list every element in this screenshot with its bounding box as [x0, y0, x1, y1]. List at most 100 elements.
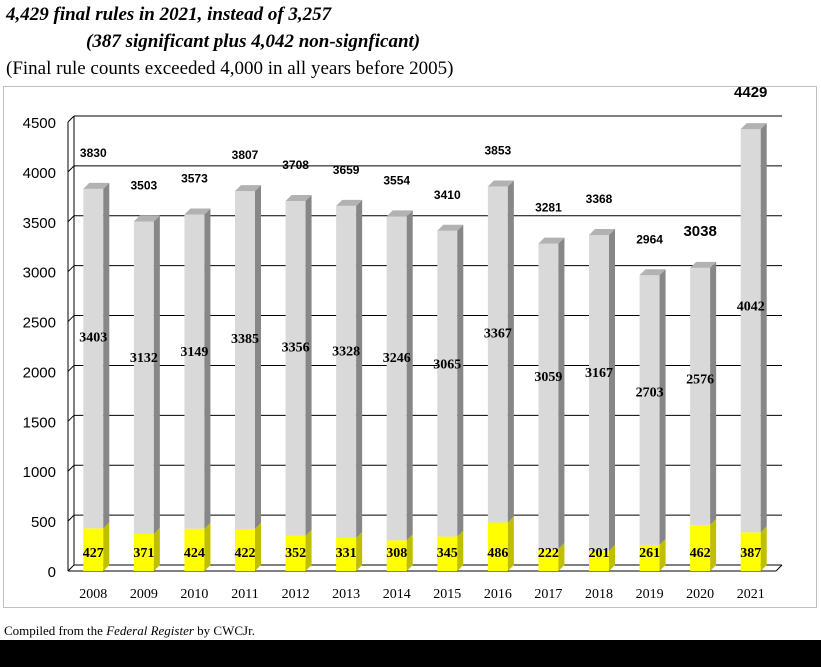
- data-label-significant: 222: [538, 546, 559, 561]
- data-label-non-significant: 3149: [180, 345, 208, 360]
- bar-significant-side: [204, 522, 211, 571]
- data-label-total: 3807: [232, 148, 259, 162]
- bar-top-face: [184, 208, 211, 215]
- data-label-significant: 345: [437, 546, 458, 561]
- bar-significant: [487, 522, 508, 571]
- y-tick-label: 2500: [23, 315, 56, 332]
- bar-top-face: [83, 182, 110, 189]
- stacked-bar-chart: 0 500 1000 1500 2000 2500 3000 3500 4000 4500 427 3…: [23, 87, 783, 602]
- bar-top-face: [639, 269, 666, 276]
- data-label-total: 3573: [181, 171, 208, 185]
- data-label-significant: 387: [740, 546, 761, 561]
- bar-top-face: [386, 210, 413, 217]
- data-label-significant: 462: [690, 546, 711, 561]
- bar-non-significant: [336, 205, 357, 538]
- bar-non-significant: [487, 186, 508, 523]
- bar-top-face: [437, 224, 464, 231]
- y-tick-label: 4000: [23, 165, 56, 182]
- x-tick-label: 2009: [130, 587, 158, 602]
- data-label-non-significant: 3367: [484, 327, 512, 342]
- data-label-significant: 352: [285, 546, 306, 561]
- gridline-side: [67, 564, 75, 572]
- x-tick-label: 2011: [231, 587, 258, 602]
- y-tick-label: 500: [31, 514, 56, 531]
- bar-top-face: [235, 185, 261, 192]
- x-tick-label: 2013: [332, 587, 360, 602]
- data-label-significant: 261: [639, 546, 660, 561]
- x-tick-label: 2008: [79, 587, 107, 602]
- bar-non-significant-side: [710, 261, 717, 525]
- bar-top-face: [538, 237, 565, 244]
- bar-significant: [589, 550, 609, 571]
- bar-significant-side: [153, 527, 160, 571]
- bar-non-significant-side: [760, 123, 767, 533]
- data-label-total: 3038: [683, 223, 716, 240]
- data-label-total: 3708: [282, 158, 309, 172]
- bar-non-significant-side: [558, 237, 565, 549]
- bar-significant: [83, 528, 104, 571]
- data-label-significant: 424: [184, 546, 205, 561]
- x-tick-label: 2016: [484, 587, 512, 602]
- bar-non-significant: [589, 234, 609, 551]
- source-prefix: Compiled from the: [4, 623, 107, 638]
- chart-frame: 0 500 1000 1500 2000 2500 3000 3500 4000 4500 427 3…: [3, 86, 817, 608]
- bar-significant-side: [710, 518, 717, 571]
- bar-significant-side: [305, 529, 312, 571]
- bar-non-significant: [235, 191, 255, 529]
- bar-non-significant: [83, 188, 104, 529]
- bar-non-significant: [690, 267, 711, 525]
- data-label-non-significant: 3385: [231, 332, 259, 347]
- x-axis-end: [775, 564, 783, 572]
- y-tick-label: 3500: [23, 215, 56, 232]
- bar-significant-side: [507, 516, 514, 571]
- data-label-non-significant: 3246: [383, 351, 411, 366]
- chart-title-line2: (387 significant plus 4,042 non-signfica…: [86, 31, 421, 52]
- data-label-total: 3853: [485, 144, 512, 158]
- bar-non-significant-side: [356, 199, 363, 538]
- bar-non-significant-side: [204, 208, 211, 529]
- data-label-non-significant: 2703: [636, 386, 664, 401]
- bar-significant: [184, 528, 205, 571]
- bar-significant-side: [103, 522, 110, 571]
- data-label-significant: 371: [133, 546, 154, 561]
- bar-non-significant-side: [255, 185, 261, 529]
- data-label-total: 3659: [333, 163, 360, 177]
- bar-significant: [538, 548, 559, 571]
- bar-non-significant-side: [103, 182, 110, 529]
- data-label-non-significant: 4042: [737, 300, 765, 315]
- gridline-side: [67, 464, 75, 472]
- gridline-side: [67, 365, 75, 372]
- bar-top-face: [285, 195, 312, 202]
- bar-significant: [639, 544, 660, 571]
- bar-non-significant: [538, 243, 559, 549]
- bar-non-significant-side: [507, 180, 514, 523]
- y-tick-label: 3000: [23, 265, 56, 282]
- bar-non-significant: [386, 216, 407, 541]
- chart-title-line1: 4,429 final rules in 2021, instead of 3,…: [6, 4, 332, 25]
- gridline-side: [67, 265, 75, 273]
- data-label-significant: 486: [487, 546, 508, 561]
- y-tick-label: 2000: [23, 364, 56, 381]
- data-label-non-significant: 3065: [433, 357, 461, 372]
- bar-non-significant-side: [153, 215, 160, 534]
- bar-top-face: [133, 215, 160, 222]
- bar-non-significant: [133, 221, 154, 534]
- data-label-significant: 308: [386, 546, 407, 561]
- bar-non-significant-side: [659, 269, 666, 545]
- bar-significant-side: [659, 538, 666, 571]
- data-label-non-significant: 3167: [585, 366, 613, 381]
- source-note: Compiled from the Federal Register by CW…: [4, 623, 255, 639]
- data-label-non-significant: 3059: [534, 370, 562, 385]
- x-tick-label: 2015: [433, 587, 461, 602]
- bar-top-face: [336, 199, 363, 206]
- bar-significant-side: [609, 544, 615, 571]
- data-label-total: 3368: [586, 192, 613, 206]
- data-label-non-significant: 2576: [686, 373, 714, 388]
- footer-bar: [0, 640, 821, 667]
- data-label-non-significant: 3356: [282, 341, 310, 356]
- data-label-total: 3554: [383, 173, 410, 187]
- bar-non-significant-side: [457, 224, 464, 537]
- bar-non-significant-side: [406, 210, 413, 541]
- bar-significant: [386, 540, 407, 571]
- bar-significant: [740, 532, 761, 571]
